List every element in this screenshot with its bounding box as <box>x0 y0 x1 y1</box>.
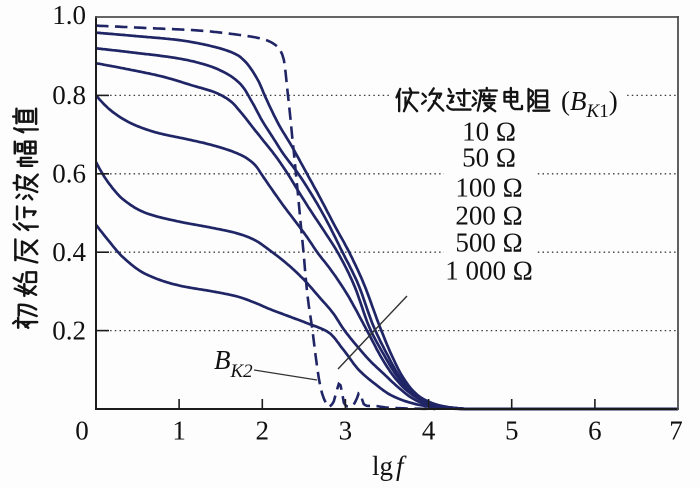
svg-text:4: 4 <box>422 416 436 446</box>
svg-text:100 Ω: 100 Ω <box>455 173 522 203</box>
svg-text:0.8: 0.8 <box>52 80 86 110</box>
svg-text:200 Ω: 200 Ω <box>455 201 522 231</box>
svg-text:3: 3 <box>339 416 353 446</box>
svg-text:0.4: 0.4 <box>52 237 86 267</box>
svg-text:0.6: 0.6 <box>52 159 86 189</box>
svg-text:5: 5 <box>505 416 519 446</box>
svg-text:1: 1 <box>172 416 186 446</box>
svg-text:0: 0 <box>75 416 89 446</box>
svg-text:lgf: lg f <box>372 451 407 481</box>
svg-text:1 000 Ω: 1 000 Ω <box>445 256 533 286</box>
svg-text:6: 6 <box>588 416 602 446</box>
svg-text:10 Ω: 10 Ω <box>462 117 516 147</box>
svg-text:1.0: 1.0 <box>52 0 86 30</box>
svg-text:2: 2 <box>256 416 270 446</box>
svg-text:7: 7 <box>669 416 683 446</box>
svg-text:50 Ω: 50 Ω <box>462 143 516 173</box>
svg-text:500 Ω: 500 Ω <box>455 228 522 258</box>
svg-text:0.2: 0.2 <box>52 315 86 345</box>
